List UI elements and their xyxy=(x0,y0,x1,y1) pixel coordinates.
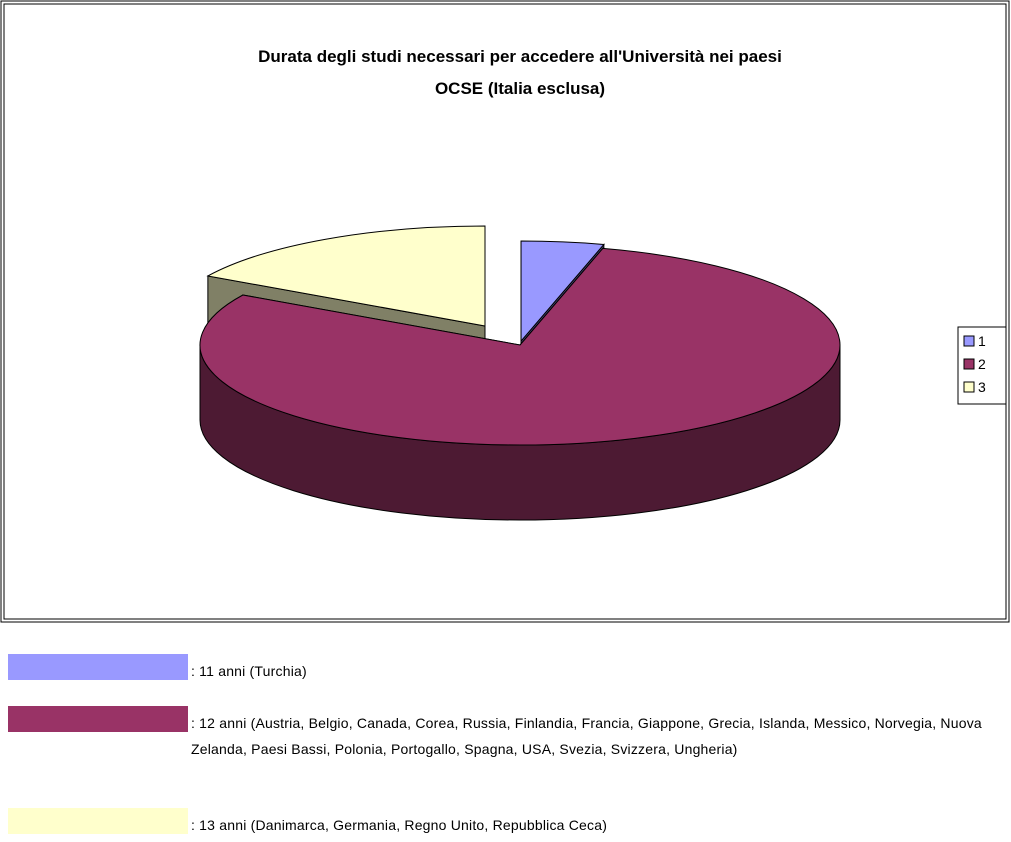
chart-title-line-2: OCSE (Italia esclusa) xyxy=(435,79,605,98)
note-swatch-1 xyxy=(8,654,188,680)
chart-title-line-1: Durata degli studi necessari per acceder… xyxy=(258,47,782,66)
legend-label-2: 2 xyxy=(978,356,986,372)
legend-label-3: 3 xyxy=(978,379,986,395)
pie-slice-1-top xyxy=(520,240,605,343)
pie-chart: Durata degli studi necessari per acceder… xyxy=(0,0,1010,623)
legend-swatch-3 xyxy=(963,381,975,393)
chart-legend: 1 2 3 xyxy=(957,326,1007,405)
note-text-3: : 13 anni (Danimarca, Germania, Regno Un… xyxy=(191,817,608,833)
pie-slice-3-top xyxy=(206,225,486,327)
chart-frame: Durata degli studi necessari per acceder… xyxy=(0,0,1010,623)
note-swatch-3 xyxy=(8,808,188,834)
legend-label-1: 1 xyxy=(978,333,986,349)
pie-slice-2-top xyxy=(199,247,841,446)
chart-inner-border xyxy=(3,3,1007,620)
note-text-1: : 11 anni (Turchia) xyxy=(191,663,307,679)
pie-slices xyxy=(199,225,841,521)
pie-slice-2 xyxy=(199,247,841,521)
note-text-2: : 12 anni (Austria, Belgio, Canada, Core… xyxy=(191,715,982,757)
note-swatch-2 xyxy=(8,706,188,732)
legend-swatch-2 xyxy=(963,358,975,370)
legend-swatch-1 xyxy=(963,335,975,347)
